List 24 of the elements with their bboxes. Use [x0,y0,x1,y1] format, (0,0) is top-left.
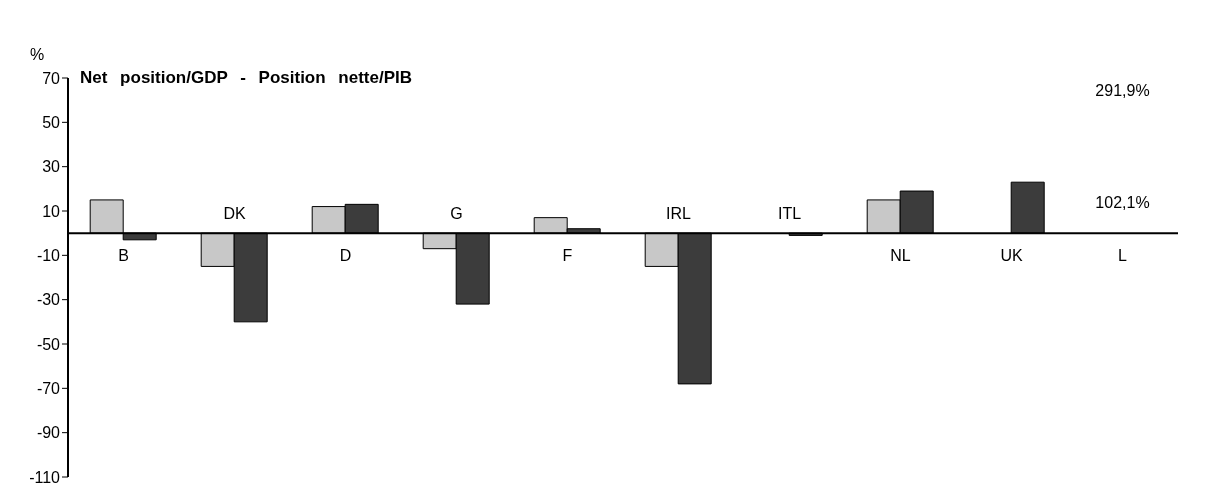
y-tick-label: -50 [36,335,61,353]
x-tick-label: UK [1000,247,1023,265]
x-tick-label: D [339,247,352,265]
y-tick-label: -110 [29,468,61,486]
annotation: 291,9% [1094,82,1151,100]
y-tick-label: 30 [42,158,61,176]
y-axis-title: % [30,46,45,64]
y-tick-label: 10 [42,202,61,220]
y-tick-label: -30 [36,291,61,309]
chart-title: Net position/GDP - Position nette/PIB [80,68,413,88]
annotation: 102,1% [1094,194,1151,213]
y-tick-label: -10 [36,247,61,265]
y-tick-label: -70 [36,380,61,398]
x-tick-label: B [118,247,129,265]
x-tick-label: ITL [777,205,802,223]
x-tick-label: DK [223,205,246,223]
y-tick-label: 50 [42,114,61,132]
x-tick-label: NL [890,247,911,265]
x-tick-label: IRL [666,205,692,223]
y-tick-label: 70 [42,69,61,87]
x-tick-label: F [562,247,573,265]
x-tick-label: G [450,205,463,223]
y-tick-label: -90 [36,424,61,442]
x-tick-label: L [1118,247,1128,265]
